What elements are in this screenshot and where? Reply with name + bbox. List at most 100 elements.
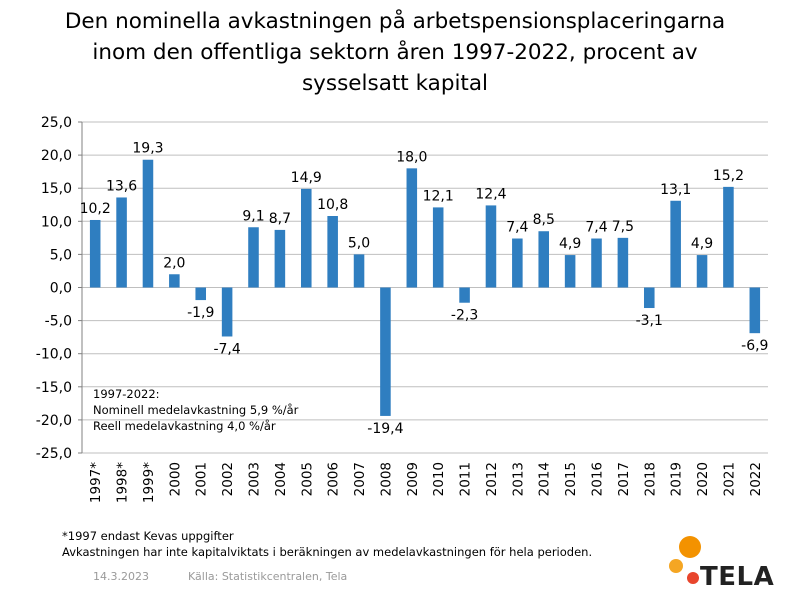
- footnotes: *1997 endast Kevas uppgifter Avkastninge…: [62, 528, 592, 560]
- data-label: -6,9: [741, 338, 768, 354]
- bar: [696, 255, 708, 288]
- data-label: 10,8: [317, 197, 348, 213]
- y-tick-label: 10,0: [41, 214, 72, 230]
- title-line-1: Den nominella avkastningen på arbetspens…: [64, 9, 726, 34]
- annotation-line-1: 1997-2022:: [93, 387, 160, 401]
- data-label: -1,9: [187, 305, 214, 321]
- x-tick-label: 2010: [431, 462, 447, 496]
- x-tick-label: 2021: [721, 462, 737, 496]
- bar: [169, 274, 180, 288]
- y-tick-label: -5,0: [45, 314, 72, 330]
- x-tick-label: 2003: [247, 462, 263, 496]
- annotation-line-2: Nominell medelavkastning 5,9 %/år: [93, 403, 299, 417]
- data-label: -2,3: [451, 308, 478, 324]
- data-label: 12,1: [423, 188, 454, 204]
- bar: [538, 231, 550, 288]
- data-label: 14,9: [291, 170, 322, 186]
- footnote-line-1: *1997 endast Kevas uppgifter: [62, 529, 234, 543]
- y-tick-label: 0,0: [50, 281, 72, 297]
- bar: [327, 216, 338, 288]
- bar: [643, 287, 655, 309]
- bar: [195, 287, 207, 301]
- x-tick-label: 2016: [590, 462, 606, 496]
- x-tick-label: 2007: [352, 462, 368, 496]
- date-label: 14.3.2023: [93, 570, 149, 583]
- x-tick-label: 2004: [273, 462, 289, 496]
- data-label: 7,4: [585, 220, 607, 236]
- x-tick-label: 2019: [669, 462, 685, 496]
- bar: [617, 237, 629, 288]
- chart-title: Den nominella avkastningen på arbetspens…: [0, 6, 790, 99]
- y-tick-label: 15,0: [41, 181, 72, 197]
- x-tick-label: 2001: [194, 462, 210, 496]
- data-label: 18,0: [396, 149, 427, 165]
- bar: [300, 188, 312, 288]
- x-tick-label: 2005: [299, 462, 315, 496]
- data-label: 19,3: [132, 141, 163, 157]
- bar: [723, 186, 734, 288]
- bar: [432, 207, 444, 288]
- data-label: 5,0: [348, 235, 370, 251]
- bar: [142, 159, 154, 288]
- bar: [248, 227, 259, 288]
- data-label: -3,1: [636, 313, 663, 329]
- x-tick-label: 1998*: [115, 462, 131, 503]
- y-tick-label: -10,0: [36, 347, 72, 363]
- source-label: Källa: Statistikcentralen, Tela: [188, 570, 348, 583]
- data-label: 2,0: [163, 255, 185, 271]
- y-tick-label: -20,0: [36, 413, 72, 429]
- tela-logo-icon: [669, 536, 701, 584]
- bar: [485, 205, 497, 288]
- x-tick-label: 2018: [642, 462, 658, 496]
- data-label: 12,4: [475, 186, 506, 202]
- x-tick-label: 2017: [616, 462, 632, 496]
- bar: [116, 197, 127, 288]
- y-tick-label: -25,0: [36, 446, 72, 462]
- footnote-line-2: Avkastningen har inte kapitalviktats i b…: [62, 545, 593, 559]
- bar: [512, 238, 523, 288]
- bar: [670, 200, 681, 288]
- data-label: 8,5: [533, 212, 555, 228]
- x-tick-label: 2022: [748, 462, 764, 496]
- x-tick-label: 2000: [167, 462, 183, 496]
- x-tick-label: 2014: [537, 462, 553, 496]
- data-label: 8,7: [269, 211, 291, 227]
- data-label: 4,9: [691, 236, 713, 252]
- x-tick-label: 2020: [695, 462, 711, 496]
- bar: [591, 238, 602, 288]
- bar: [406, 168, 418, 288]
- bar: [89, 219, 101, 288]
- x-tick-label: 2006: [326, 462, 342, 496]
- bar: [221, 287, 233, 337]
- y-tick-label: 5,0: [50, 247, 72, 263]
- x-tick-label: 2008: [378, 462, 394, 496]
- annotation-line-3: Reell medelavkastning 4,0 %/år: [93, 419, 276, 433]
- data-label: 7,5: [612, 219, 634, 235]
- x-tick-label: 2012: [484, 462, 500, 496]
- data-label: 9,1: [242, 208, 264, 224]
- bar: [459, 287, 470, 303]
- x-tick-label: 2009: [405, 462, 421, 496]
- y-tick-label: -15,0: [36, 380, 72, 396]
- title-line-3: sysselsatt kapital: [301, 71, 489, 96]
- bar: [380, 287, 391, 416]
- tela-logo-text: TELA: [700, 562, 775, 592]
- bar: [749, 287, 761, 334]
- data-label: 13,6: [106, 178, 137, 194]
- bar: [353, 254, 365, 288]
- y-tick-label: 20,0: [41, 148, 72, 164]
- bar: [564, 255, 576, 288]
- data-label: -19,4: [367, 421, 403, 437]
- x-tick-label: 2002: [220, 462, 236, 496]
- title-line-2: inom den offentliga sektorn åren 1997-20…: [92, 40, 698, 65]
- x-tick-label: 2013: [510, 462, 526, 496]
- data-label: 13,1: [660, 182, 691, 198]
- data-label: 15,2: [713, 168, 744, 184]
- x-tick-label: 2015: [563, 462, 579, 496]
- data-label: 10,2: [80, 201, 111, 217]
- data-label: 7,4: [506, 220, 528, 236]
- data-label: -7,4: [213, 341, 240, 357]
- data-label: 4,9: [559, 236, 581, 252]
- x-tick-label: 1997*: [88, 462, 104, 503]
- x-tick-label: 2011: [458, 462, 474, 496]
